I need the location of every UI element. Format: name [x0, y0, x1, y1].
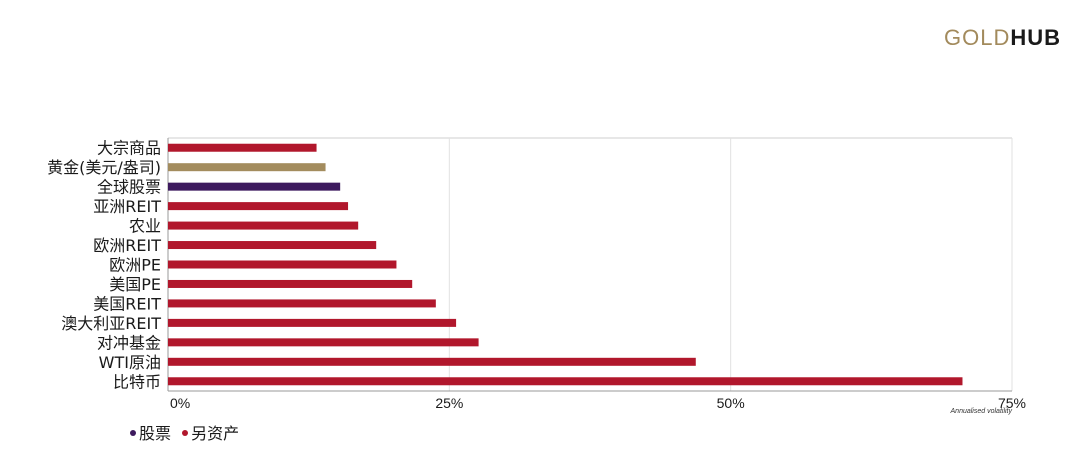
bar [168, 221, 359, 230]
category-label: 欧洲PE [109, 256, 161, 275]
category-label: 美国PE [109, 275, 161, 294]
bar [168, 279, 413, 288]
category-label: 美国REIT [93, 294, 161, 313]
bar [168, 260, 397, 269]
category-label: 对冲基金 [97, 333, 161, 352]
bar [168, 357, 696, 366]
category-label: 黄金(美元/盎司) [47, 158, 161, 177]
bar [168, 143, 317, 152]
category-label: 农业 [129, 217, 161, 236]
category-label: 澳大利亚REIT [61, 314, 161, 333]
goldhub-logo: GOLDHUB [944, 24, 1061, 52]
bar [168, 338, 479, 347]
category-label: WTI原油 [99, 353, 161, 372]
bar [168, 182, 341, 191]
x-tick-label: 0% [170, 395, 190, 411]
legend-label-alternative-assets: 另资产 [191, 424, 240, 443]
x-tick-label: 50% [717, 395, 745, 411]
logo-gold-text: GOLD [944, 25, 1011, 50]
legend-label-equities: 股票 [139, 424, 172, 443]
bar [168, 163, 326, 172]
category-label: 大宗商品 [97, 139, 161, 158]
x-tick-label: 75% [998, 395, 1026, 411]
bar [168, 377, 963, 386]
legend-swatch-equities [130, 429, 136, 436]
bar [168, 202, 349, 211]
category-label: 比特币 [113, 372, 161, 391]
logo-hub-text: HUB [1010, 25, 1062, 50]
x-axis-label: Annualised volatility [950, 408, 1013, 415]
legend-swatch-alternative-assets [182, 429, 189, 436]
category-label: 全球股票 [97, 178, 161, 197]
bar [168, 299, 436, 308]
legend-item-alternative-assets: 另资产 [182, 420, 239, 444]
bar [168, 318, 457, 327]
category-label: 欧洲REIT [93, 236, 161, 255]
x-tick-label: 25% [435, 395, 463, 411]
chart-legend: 股票 另资产 [130, 420, 245, 444]
category-label: 亚洲REIT [93, 197, 161, 216]
bar [168, 241, 377, 250]
legend-item-equities: 股票 [130, 420, 171, 444]
